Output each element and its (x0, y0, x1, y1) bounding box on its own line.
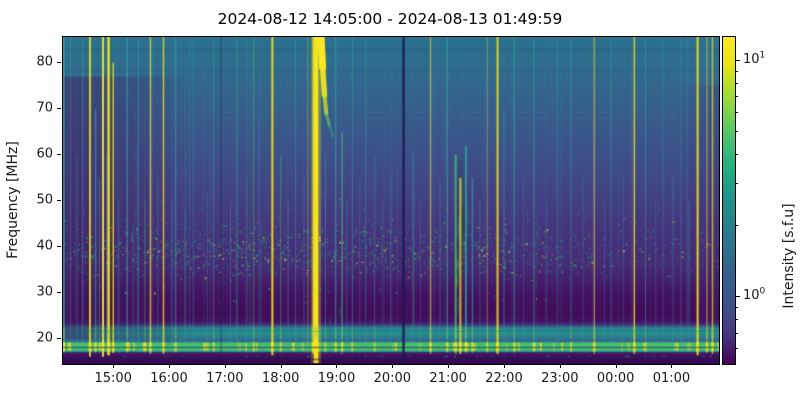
y-tick-label: 40 (36, 238, 53, 254)
colorbar-label: Intensity [s.f.u] (781, 203, 797, 309)
colorbar-minor-tick (735, 348, 738, 350)
x-tick (280, 364, 282, 368)
x-tick-label: 18:00 (261, 371, 300, 386)
y-tick-label: 70 (36, 100, 53, 116)
colorbar-major-tick (735, 295, 740, 297)
x-tick-label: 15:00 (94, 371, 132, 386)
y-tick (57, 153, 61, 155)
x-tick (503, 364, 505, 368)
colorbar-minor-tick (735, 318, 738, 320)
y-tick-label: 60 (36, 146, 53, 162)
colorbar-minor-tick (735, 96, 738, 98)
colorbar-minor-tick (735, 112, 738, 114)
colorbar (722, 36, 736, 365)
y-axis-label: Frequency [MHz] (5, 141, 21, 259)
colorbar-minor-tick (735, 224, 738, 226)
colorbar-minor-tick (735, 153, 738, 155)
colorbar-tick-label: 100 (743, 286, 766, 303)
y-tick-label: 20 (36, 330, 53, 346)
x-tick-label: 17:00 (206, 371, 244, 386)
colorbar-minor-tick (735, 306, 738, 308)
x-tick (113, 364, 115, 368)
x-tick (392, 364, 394, 368)
x-tick (224, 364, 226, 368)
spectrogram-heatmap (63, 37, 719, 364)
x-tick-label: 00:00 (596, 371, 635, 386)
colorbar-tick-label: 101 (743, 50, 766, 67)
colorbar-minor-tick (735, 130, 738, 132)
y-tick (57, 61, 61, 63)
colorbar-minor-tick (735, 183, 738, 185)
y-tick-label: 80 (36, 54, 53, 70)
colorbar-minor-tick (735, 332, 738, 334)
y-tick (57, 107, 61, 109)
colorbar-major-tick (735, 59, 740, 61)
x-tick-label: 16:00 (150, 371, 188, 386)
y-tick-label: 50 (36, 192, 53, 208)
x-tick (448, 364, 450, 368)
colorbar-minor-tick (735, 70, 738, 72)
plot-area (62, 36, 720, 365)
chart-title: 2024-08-12 14:05:00 - 2024-08-13 01:49:5… (217, 10, 563, 28)
x-tick-label: 19:00 (317, 371, 356, 386)
x-tick (671, 364, 673, 368)
colorbar-minor-tick (735, 82, 738, 84)
y-tick-label: 30 (36, 284, 53, 300)
x-tick (169, 364, 170, 368)
y-tick (57, 199, 61, 201)
x-tick (559, 364, 561, 368)
y-tick (57, 292, 61, 294)
x-tick (615, 364, 617, 368)
x-tick (336, 364, 338, 368)
x-tick-label: 01:00 (652, 371, 691, 386)
y-tick (57, 338, 61, 340)
x-tick-label: 23:00 (541, 371, 579, 386)
x-tick-label: 20:00 (373, 371, 412, 386)
x-tick-label: 22:00 (485, 371, 523, 386)
x-tick-label: 21:00 (429, 371, 467, 386)
y-tick (57, 246, 61, 248)
